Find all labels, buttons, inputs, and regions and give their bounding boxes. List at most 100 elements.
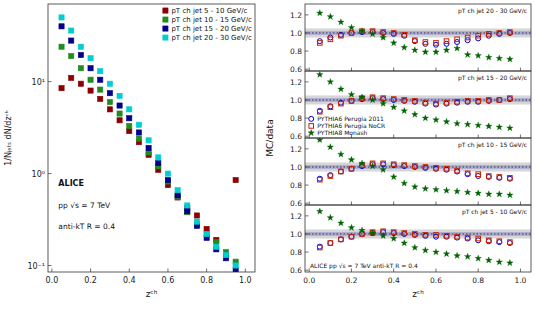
point bbox=[165, 177, 170, 182]
point bbox=[107, 99, 112, 104]
point bbox=[496, 259, 502, 265]
point bbox=[59, 15, 64, 20]
point bbox=[413, 232, 418, 237]
point bbox=[508, 96, 513, 101]
point bbox=[423, 40, 428, 45]
point bbox=[422, 185, 428, 191]
point bbox=[317, 208, 323, 214]
panel: 0.60.81.01.2pT ch jet 10 - 15 GeV/c bbox=[290, 136, 531, 208]
tick bbox=[305, 99, 309, 100]
tick-label: 1.0 bbox=[514, 276, 526, 285]
point bbox=[412, 111, 418, 117]
panel: 0.60.81.01.2MC/datapT ch jet 20 - 30 GeV… bbox=[265, 4, 531, 157]
tick bbox=[309, 68, 310, 72]
y-axis-label: 1/Nⱼₑₜₛ dN/dzᶜʰ bbox=[4, 110, 13, 166]
legend-marker bbox=[309, 116, 314, 121]
series bbox=[317, 229, 512, 250]
point bbox=[507, 30, 512, 35]
point bbox=[349, 166, 354, 171]
point bbox=[156, 161, 161, 166]
annotation: ALICE bbox=[58, 179, 84, 188]
point bbox=[136, 122, 141, 127]
point bbox=[78, 52, 83, 57]
series bbox=[317, 208, 514, 266]
point bbox=[185, 209, 190, 214]
tick-label: 0.8 bbox=[200, 276, 213, 285]
tick bbox=[305, 270, 309, 271]
point bbox=[391, 162, 396, 167]
point bbox=[444, 233, 449, 238]
point bbox=[508, 176, 513, 181]
tick bbox=[393, 269, 394, 273]
point bbox=[444, 100, 449, 105]
point bbox=[59, 86, 64, 91]
tick bbox=[305, 136, 309, 137]
point bbox=[465, 99, 470, 104]
point bbox=[497, 240, 502, 245]
point bbox=[465, 236, 470, 241]
tick bbox=[520, 68, 521, 72]
point bbox=[465, 35, 470, 40]
legend-entry: pT ch jet 20 - 30 GeV/c bbox=[171, 34, 252, 42]
point bbox=[476, 99, 481, 104]
point bbox=[117, 103, 122, 108]
point bbox=[486, 98, 491, 103]
point bbox=[223, 252, 228, 257]
point bbox=[455, 99, 460, 104]
point bbox=[117, 118, 122, 123]
point bbox=[369, 230, 375, 236]
point bbox=[339, 237, 344, 242]
point bbox=[348, 24, 354, 30]
tick bbox=[478, 68, 479, 72]
point bbox=[412, 99, 417, 104]
point bbox=[117, 111, 122, 116]
point bbox=[349, 31, 354, 36]
point bbox=[476, 172, 481, 177]
series bbox=[59, 75, 238, 257]
point bbox=[455, 235, 460, 240]
plot-area bbox=[305, 10, 531, 62]
tick bbox=[206, 269, 207, 273]
point bbox=[402, 164, 407, 169]
point bbox=[507, 192, 513, 198]
point bbox=[380, 166, 386, 172]
tick-label: 1.2 bbox=[290, 11, 302, 20]
point bbox=[327, 214, 333, 220]
point bbox=[434, 101, 439, 106]
point bbox=[338, 100, 343, 105]
tick-label: 0.6 bbox=[290, 199, 302, 208]
point bbox=[475, 190, 481, 196]
point bbox=[233, 263, 238, 268]
tick bbox=[351, 202, 352, 206]
point bbox=[78, 66, 83, 71]
tick bbox=[305, 166, 309, 167]
tick-label: 0.6 bbox=[430, 276, 442, 285]
point bbox=[507, 260, 513, 266]
point bbox=[339, 169, 344, 174]
point bbox=[464, 121, 470, 127]
point bbox=[423, 165, 428, 170]
point bbox=[402, 231, 407, 236]
legend-marker bbox=[163, 26, 168, 31]
point bbox=[423, 233, 428, 238]
band bbox=[305, 28, 531, 37]
annotation: pT ch jet 20 - 30 GeV/c bbox=[458, 7, 527, 15]
point bbox=[422, 115, 428, 121]
tick-label: 1.2 bbox=[290, 78, 302, 87]
tick bbox=[520, 135, 521, 139]
tick-label: 0.4 bbox=[123, 276, 136, 285]
point bbox=[433, 49, 439, 55]
point bbox=[434, 41, 439, 46]
tick bbox=[129, 269, 130, 273]
point bbox=[434, 166, 439, 171]
point bbox=[359, 160, 365, 166]
point bbox=[391, 230, 396, 235]
point bbox=[317, 108, 322, 113]
point bbox=[78, 44, 83, 49]
point bbox=[317, 176, 322, 181]
point bbox=[78, 81, 83, 86]
tick bbox=[435, 135, 436, 139]
tick bbox=[435, 269, 436, 273]
tick bbox=[520, 202, 521, 206]
annotation: ALICE pp √s = 7 TeV anti-kT R = 0.4 bbox=[310, 262, 418, 270]
